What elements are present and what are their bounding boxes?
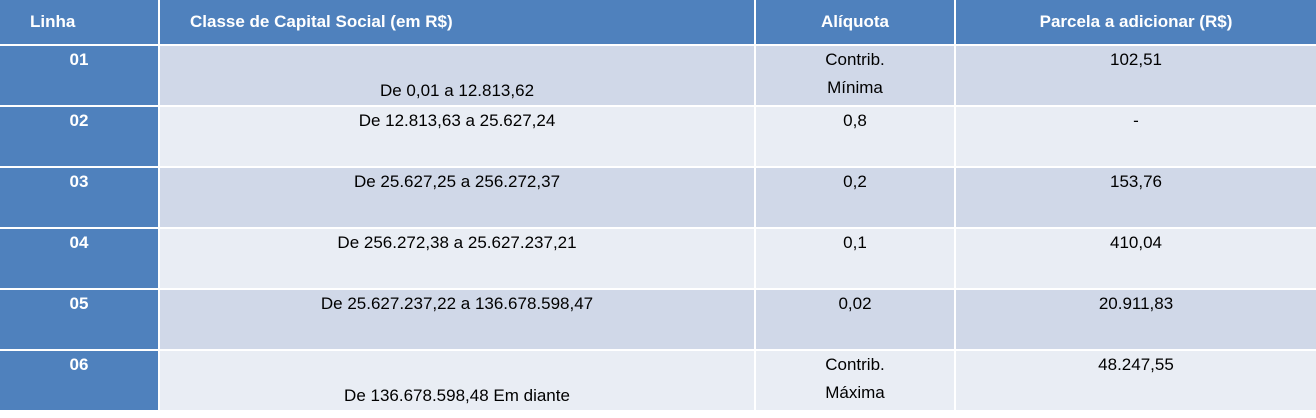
header-row: Linha Classe de Capital Social (em R$) A… bbox=[0, 0, 1316, 44]
cell: 0,02 bbox=[756, 290, 954, 349]
cell: - bbox=[956, 107, 1316, 166]
table-row: 05 De 25.627.237,22 a 136.678.598,47 0,02 2… bbox=[0, 290, 1316, 349]
cell: 0,1 bbox=[756, 229, 954, 288]
table-row: 02 De 12.813,63 a 25.627,24 0,8- bbox=[0, 107, 1316, 166]
row-number: 02 bbox=[0, 107, 158, 166]
header-cell: Classe de Capital Social (em R$) bbox=[160, 0, 754, 44]
cell: 410,04 bbox=[956, 229, 1316, 288]
table-row: 04 De 256.272,38 a 25.627.237,21 0,1 410,04 bbox=[0, 229, 1316, 288]
table-row: 01 De 0,01 a 12.813,62 Contrib. Mínima 102,… bbox=[0, 46, 1316, 105]
cell: De 136.678.598,48 Em diante bbox=[160, 351, 754, 410]
cell: De 12.813,63 a 25.627,24 bbox=[160, 107, 754, 166]
cell: 153,76 bbox=[956, 168, 1316, 227]
cell: Contrib. Máxima bbox=[756, 351, 954, 410]
cell: De 256.272,38 a 25.627.237,21 bbox=[160, 229, 754, 288]
cell: 102,51 bbox=[956, 46, 1316, 105]
header-cell: Alíquota bbox=[756, 0, 954, 44]
row-number: 04 bbox=[0, 229, 158, 288]
table-row: 06 De 136.678.598,48 Em diante Contrib. Má… bbox=[0, 351, 1316, 410]
cell: De 25.627.237,22 a 136.678.598,47 bbox=[160, 290, 754, 349]
row-number: 03 bbox=[0, 168, 158, 227]
row-number: 01 bbox=[0, 46, 158, 105]
row-number: 06 bbox=[0, 351, 158, 410]
cell: De 25.627,25 a 256.272,37 bbox=[160, 168, 754, 227]
cell: 0,2 bbox=[756, 168, 954, 227]
table-row: 03 De 25.627,25 a 256.272,37 0,2 153,76 bbox=[0, 168, 1316, 227]
cell: 48.247,55 bbox=[956, 351, 1316, 410]
row-number: 05 bbox=[0, 290, 158, 349]
cell: 0,8 bbox=[756, 107, 954, 166]
header-cell: Parcela a adicionar (R$) bbox=[956, 0, 1316, 44]
header-cell: Linha bbox=[0, 0, 158, 44]
cell: De 0,01 a 12.813,62 bbox=[160, 46, 754, 105]
cell: Contrib. Mínima bbox=[756, 46, 954, 105]
cell: 20.911,83 bbox=[956, 290, 1316, 349]
